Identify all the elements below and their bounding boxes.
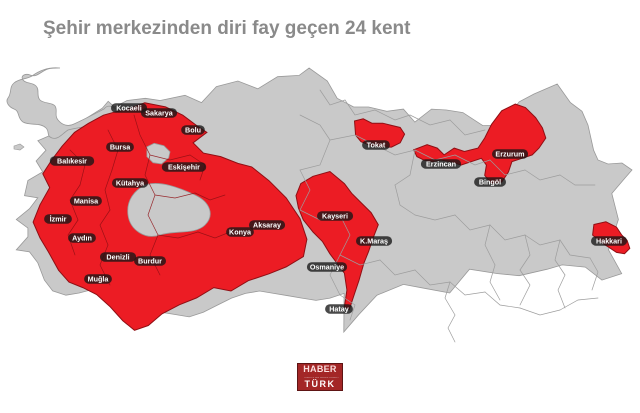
svg-text:Manisa: Manisa <box>74 197 99 206</box>
svg-text:İzmir: İzmir <box>50 215 67 224</box>
svg-text:Denizli: Denizli <box>106 253 129 262</box>
svg-text:Sakarya: Sakarya <box>145 109 174 118</box>
svg-text:Bolu: Bolu <box>185 126 201 135</box>
svg-text:Erzincan: Erzincan <box>426 160 456 169</box>
svg-text:Balıkesir: Balıkesir <box>57 157 87 166</box>
svg-text:Tokat: Tokat <box>367 141 386 150</box>
svg-text:Hatay: Hatay <box>329 305 349 314</box>
svg-text:Kocaeli: Kocaeli <box>116 104 142 113</box>
svg-text:Bingöl: Bingöl <box>479 178 501 187</box>
svg-text:K.Maraş: K.Maraş <box>360 237 388 246</box>
svg-text:Erzurum: Erzurum <box>495 150 524 159</box>
svg-text:Eskişehir: Eskişehir <box>168 163 200 172</box>
svg-text:Aydın: Aydın <box>72 234 92 243</box>
svg-text:Burdur: Burdur <box>138 257 162 266</box>
svg-text:Kütahya: Kütahya <box>116 179 145 188</box>
svg-text:Kayseri: Kayseri <box>322 212 348 221</box>
svg-text:Osmaniye: Osmaniye <box>310 263 344 272</box>
svg-text:Konya: Konya <box>229 228 252 237</box>
svg-text:Bursa: Bursa <box>110 143 131 152</box>
svg-text:Muğla: Muğla <box>88 275 110 284</box>
svg-text:Hakkari: Hakkari <box>596 237 622 246</box>
svg-text:Aksaray: Aksaray <box>253 221 281 230</box>
